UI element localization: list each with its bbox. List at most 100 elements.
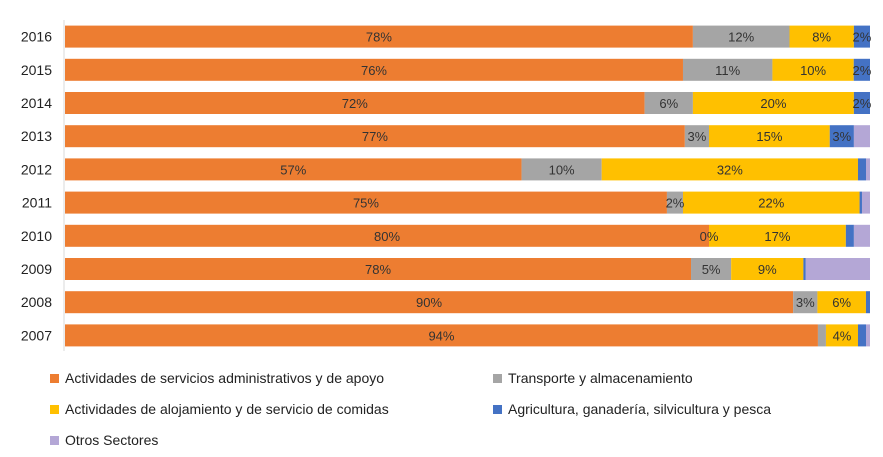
bar-segment [682, 58, 773, 81]
bar-segment [65, 125, 685, 148]
bar-segment [65, 92, 645, 114]
legend-label: Actividades de alojamiento y de servicio… [65, 401, 389, 417]
data-label: 9% [758, 262, 777, 277]
bar-segment [65, 258, 692, 280]
data-label: 10% [800, 63, 826, 78]
legend-label: Agricultura, ganadería, silvicultura y p… [508, 401, 772, 417]
legend-swatch [50, 435, 59, 445]
bar-segment [853, 125, 870, 148]
data-label: 12% [728, 30, 754, 45]
legend-item-servicios-administrativos: Actividades de servicios administrativos… [50, 370, 384, 386]
data-label: 94% [428, 328, 454, 343]
bar-segment [857, 158, 866, 181]
bar-segment [65, 58, 683, 81]
bar-segment [709, 125, 830, 148]
data-label: 78% [365, 262, 391, 277]
legend-swatch [493, 404, 502, 414]
legend-item-agricultura: Agricultura, ganadería, silvicultura y p… [493, 401, 771, 417]
data-label: 6% [832, 295, 851, 310]
bar-segment [683, 191, 860, 214]
bar-segment [521, 158, 602, 181]
data-label: 2% [853, 96, 872, 111]
bar-segment [817, 291, 866, 314]
bar-segment [65, 158, 522, 181]
data-label: 3% [688, 129, 707, 144]
data-label: 2% [853, 30, 872, 45]
bar-segment [691, 258, 732, 280]
legend-item-transporte: Transporte y almacenamiento [493, 370, 693, 386]
legend-swatch [493, 373, 502, 383]
legend-swatch [50, 373, 59, 383]
bar-segment [857, 324, 866, 347]
legend-item-otros-sectores: Otros Sectores [50, 432, 158, 448]
legend-label: Actividades de servicios administrativos… [65, 370, 385, 386]
data-label: 3% [796, 295, 815, 310]
bar-segment [692, 25, 790, 48]
bar-segment [803, 258, 806, 280]
category-label: 2016 [21, 29, 52, 45]
bar-segment [859, 191, 862, 214]
data-label: 32% [717, 162, 743, 177]
bar-segment [853, 224, 870, 247]
data-label: 10% [549, 162, 575, 177]
data-label: 4% [833, 328, 852, 343]
data-label: 90% [416, 295, 442, 310]
data-label: 77% [362, 129, 388, 144]
data-label: 11% [715, 63, 740, 78]
bar-segment [829, 125, 854, 148]
data-label: 2% [666, 196, 685, 211]
bar-segment [65, 291, 794, 314]
bar-segment [731, 258, 804, 280]
bar-segment [65, 191, 667, 214]
bar-segment [709, 224, 846, 247]
category-label: 2014 [21, 95, 52, 111]
bar-segment [65, 224, 709, 247]
data-label: 17% [764, 229, 790, 244]
bar-segment [601, 158, 858, 181]
category-label: 2012 [21, 161, 52, 177]
category-label: 2011 [22, 195, 52, 211]
bar-segment [65, 324, 818, 347]
bar-segment [692, 92, 854, 114]
category-label: 2007 [21, 327, 52, 343]
bar-segment [65, 25, 693, 48]
legend-swatch [50, 404, 59, 414]
bar-segment [853, 25, 870, 48]
bar-segment [853, 58, 870, 81]
data-label: 8% [812, 30, 831, 45]
bar-segment [866, 324, 870, 347]
data-label: 2% [852, 63, 871, 78]
data-label: 6% [659, 96, 678, 111]
bar-segment [789, 25, 854, 48]
bar-segment [666, 191, 683, 214]
bar-segment [644, 92, 693, 114]
bar-segment [684, 125, 709, 148]
legend-item-alojamiento: Actividades de alojamiento y de servicio… [50, 401, 389, 417]
category-label: 2009 [21, 261, 52, 277]
data-label: 3% [832, 129, 851, 144]
bar-segment [861, 191, 870, 214]
bar-segment [853, 92, 870, 114]
bar-segment [845, 224, 854, 247]
bar-segment [825, 324, 858, 347]
category-label: 2015 [21, 62, 52, 78]
category-label: 2013 [21, 128, 52, 144]
bar-segment [793, 291, 818, 314]
data-label: 80% [374, 229, 400, 244]
legend-label: Otros Sectores [65, 432, 159, 448]
data-label: 22% [758, 196, 784, 211]
data-label: 57% [280, 162, 306, 177]
data-label: 75% [353, 196, 379, 211]
data-label: 5% [702, 262, 721, 277]
data-label: 72% [342, 96, 368, 111]
bar-segment [865, 291, 870, 314]
bar-segment [817, 324, 826, 347]
bar-segment [772, 58, 854, 81]
data-label: 78% [366, 30, 392, 45]
category-label: 2010 [21, 228, 52, 244]
category-label: 2008 [21, 294, 52, 310]
data-label: 0% [700, 229, 719, 244]
data-label: 15% [756, 129, 782, 144]
bar-segment [805, 258, 870, 280]
